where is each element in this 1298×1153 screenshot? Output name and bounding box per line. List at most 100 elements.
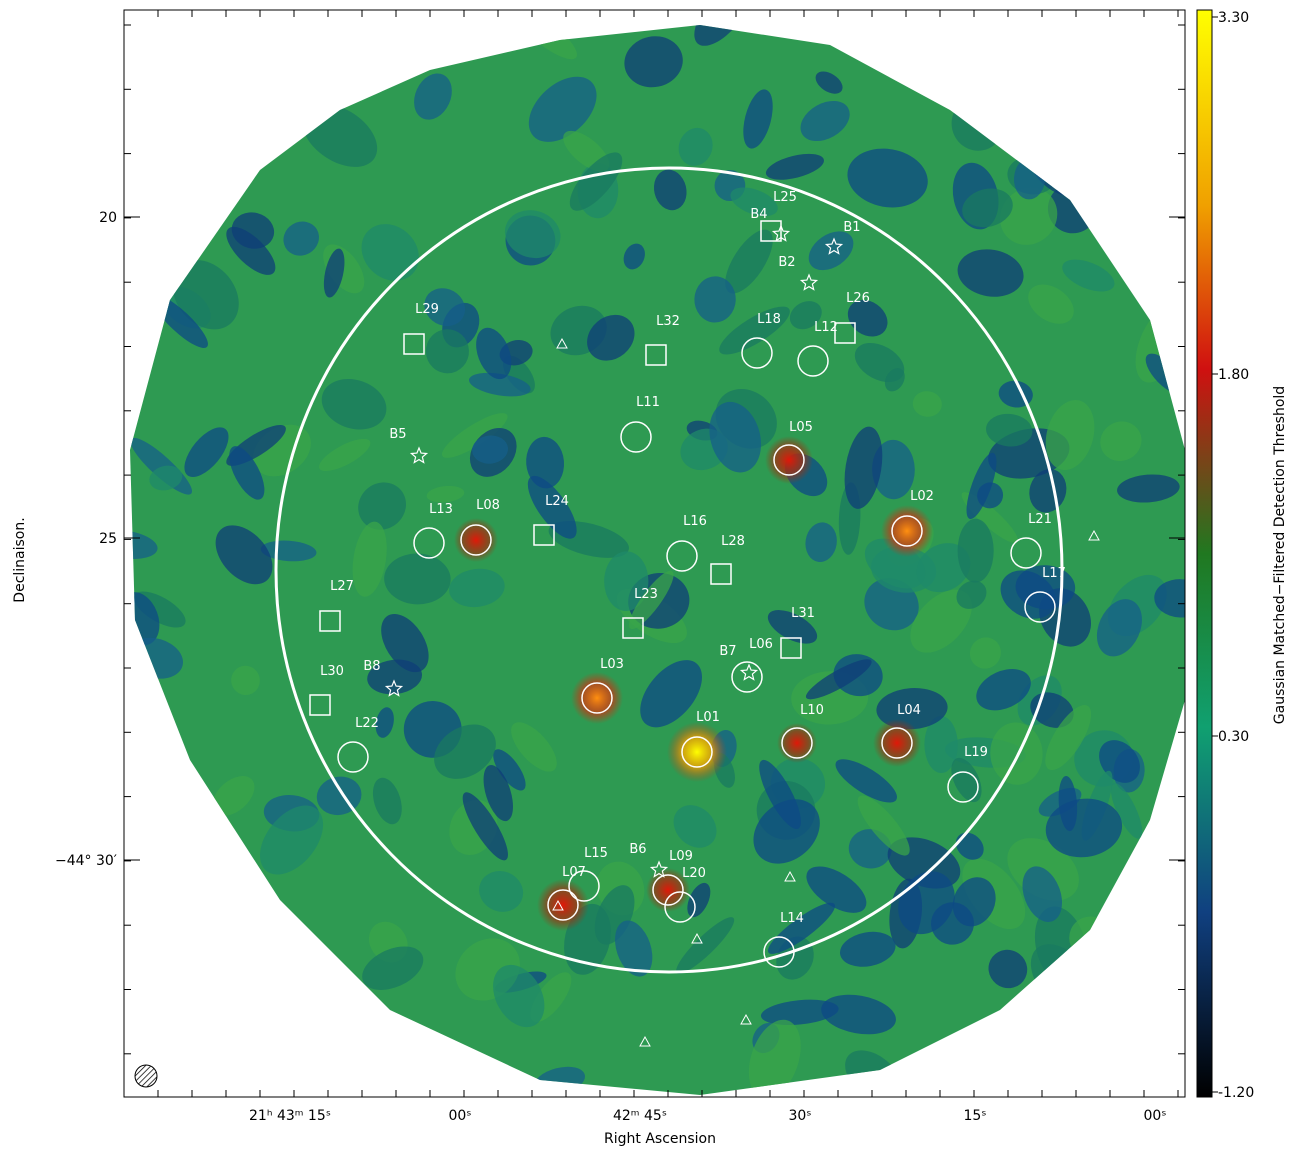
source-star — [799, 273, 819, 291]
noise-patch — [966, 452, 997, 520]
noise-patch — [231, 665, 260, 696]
x-tick-label: 30ˢ — [788, 1108, 811, 1124]
noise-patch — [226, 226, 276, 275]
noise-patch — [511, 722, 557, 772]
source-label: B7 — [719, 644, 736, 659]
noise-patch — [1022, 866, 1063, 922]
x-tick-label: 21ʰ 43ᵐ 15ˢ — [249, 1108, 331, 1124]
emission-peak — [777, 723, 817, 763]
source-square — [533, 524, 555, 546]
emission-peak — [765, 436, 813, 484]
source-circle — [568, 870, 600, 902]
colorbar-tick-label: -1.20 — [1218, 1085, 1254, 1101]
noise-patch — [988, 949, 1028, 989]
noise-patch — [229, 446, 265, 500]
noise-patch — [361, 224, 419, 281]
source-square — [403, 333, 425, 355]
source-square — [710, 563, 732, 585]
source-label: L24 — [545, 494, 569, 509]
source-circle — [773, 444, 805, 476]
source-label: L07 — [562, 865, 586, 880]
noise-patch — [479, 870, 524, 912]
source-circle — [664, 891, 696, 923]
source-circle — [547, 889, 579, 921]
noise-patch — [184, 427, 229, 477]
noise-patch — [615, 920, 653, 977]
source-label: L16 — [683, 514, 707, 529]
noise-patch — [912, 391, 942, 417]
noise-patch — [587, 314, 635, 361]
noise-patch — [323, 248, 345, 298]
source-label: L08 — [476, 498, 500, 513]
emission-peak — [667, 722, 727, 782]
triangle-marker — [1088, 529, 1100, 541]
source-square — [319, 610, 341, 632]
noise-patch — [372, 777, 402, 825]
noise-patch — [527, 475, 577, 539]
noise-patch — [719, 306, 790, 355]
source-label: B8 — [363, 659, 380, 674]
noise-patch — [748, 1019, 801, 1095]
source-circle — [741, 337, 773, 369]
noise-patch — [130, 592, 160, 646]
noise-patch — [130, 529, 158, 560]
noise-patch — [462, 792, 508, 861]
source-label: L10 — [800, 703, 824, 718]
source-label: B6 — [629, 842, 646, 857]
noise-patch — [640, 660, 702, 728]
source-label: L17 — [1042, 566, 1066, 581]
noise-patch — [910, 589, 972, 653]
source-square — [645, 344, 667, 366]
noise-patch — [362, 946, 424, 990]
noise-patch — [857, 795, 910, 856]
beam — [134, 1064, 158, 1088]
noise-patch — [1100, 421, 1142, 462]
source-label: B2 — [778, 255, 795, 270]
noise-patch — [1045, 399, 1095, 471]
noise-patch — [358, 482, 407, 530]
noise-patch — [283, 221, 319, 256]
noise-patch — [434, 724, 496, 779]
noise-patch — [321, 379, 387, 430]
source-circle — [666, 540, 698, 572]
noise-patch — [1110, 782, 1143, 839]
noise-patch — [526, 436, 565, 489]
noise-patch — [815, 71, 843, 94]
noise-patch — [957, 249, 1024, 297]
source-circle — [797, 345, 829, 377]
noise-patch — [441, 413, 508, 458]
noise-patch — [805, 522, 837, 563]
source-square — [760, 220, 782, 242]
noise-patch — [955, 832, 984, 860]
source-star — [384, 679, 404, 697]
source-circle — [413, 527, 445, 559]
noise-patch — [172, 260, 239, 330]
source-label: L18 — [757, 312, 781, 327]
noise-patch — [767, 610, 818, 644]
source-circle — [947, 771, 979, 803]
x-tick-label: 42ᵐ 45ˢ — [613, 1108, 667, 1124]
source-label: L04 — [897, 703, 921, 718]
noise-patch — [957, 518, 994, 583]
source-label: B1 — [843, 220, 860, 235]
noise-patch — [676, 917, 735, 974]
noise-patch — [694, 25, 752, 46]
source-label: L02 — [910, 489, 934, 504]
x-tick-label: 15ˢ — [963, 1108, 986, 1124]
source-circle — [1024, 591, 1056, 623]
source-label: L19 — [964, 745, 988, 760]
noise-patch — [483, 765, 513, 822]
source-label: L15 — [584, 846, 608, 861]
noise-patch — [678, 127, 713, 166]
emission-peak — [881, 505, 933, 557]
noise-patch — [976, 669, 1031, 711]
noise-patch — [694, 276, 736, 323]
noise-patch — [384, 553, 451, 605]
source-square — [309, 694, 331, 716]
source-label: L22 — [355, 716, 379, 731]
source-star — [771, 224, 791, 242]
source-label: L29 — [415, 302, 439, 317]
noise-patch — [765, 153, 824, 180]
noise-patch — [951, 757, 982, 803]
source-circle — [781, 727, 813, 759]
